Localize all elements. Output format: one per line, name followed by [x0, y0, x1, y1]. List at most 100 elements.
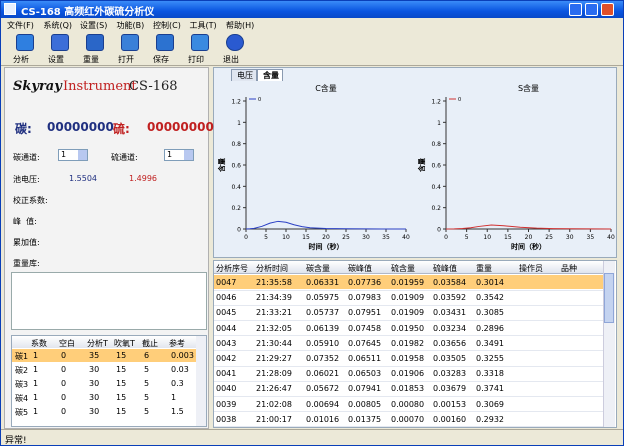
- results-cell[interactable]: 0.03505: [433, 354, 467, 363]
- tab[interactable]: [257, 69, 283, 81]
- results-cell[interactable]: 0.3255: [476, 354, 504, 363]
- minimize-button[interactable]: [569, 3, 582, 16]
- results-cell[interactable]: 0.03234: [433, 323, 467, 333]
- results-cell[interactable]: 0042: [216, 354, 237, 363]
- results-cell[interactable]: 21:00:17: [256, 414, 292, 424]
- toolbar-label[interactable]: 设置: [48, 55, 64, 64]
- results-cell[interactable]: 0.07941: [348, 384, 382, 394]
- results-cell[interactable]: 0.3741: [476, 384, 504, 394]
- tab[interactable]: [231, 69, 257, 81]
- scroll-thumb[interactable]: [604, 273, 614, 323]
- results-cell[interactable]: 0.05910: [306, 338, 340, 348]
- results-cell[interactable]: 0.06021: [306, 369, 340, 379]
- results-cell[interactable]: 0.00153: [433, 399, 467, 409]
- menu-item[interactable]: 工具(T): [189, 21, 217, 30]
- toolbar-label[interactable]: 保存: [153, 55, 169, 64]
- param-cell[interactable]: 1.5: [171, 407, 184, 416]
- results-cell[interactable]: 0.3491: [476, 338, 504, 348]
- results-cell[interactable]: 0.07645: [348, 338, 382, 348]
- menu-item[interactable]: 设置(S): [80, 21, 108, 30]
- row-label[interactable]: 碳3: [15, 380, 29, 389]
- results-cell[interactable]: 0.01958: [391, 354, 425, 363]
- param-cell[interactable]: 0: [61, 393, 67, 402]
- results-cell[interactable]: 0.03584: [433, 278, 467, 287]
- param-cell[interactable]: 35: [89, 351, 100, 360]
- results-cell[interactable]: 0039: [216, 399, 237, 409]
- toolbar-icon[interactable]: [51, 34, 69, 51]
- results-cell[interactable]: 0040: [216, 384, 237, 394]
- toolbar-label[interactable]: 退出: [223, 55, 239, 64]
- param-cell[interactable]: 30: [89, 379, 100, 388]
- results-cell[interactable]: 0.07951: [348, 308, 382, 318]
- results-cell[interactable]: 21:33:21: [256, 308, 292, 318]
- param-cell[interactable]: 15: [116, 393, 127, 402]
- tab-label[interactable]: 电压: [237, 71, 253, 80]
- param-cell[interactable]: 0.003: [171, 351, 194, 360]
- results-cell[interactable]: 21:35:58: [256, 278, 292, 287]
- row-label[interactable]: 碳4: [15, 394, 29, 403]
- param-cell[interactable]: 30: [89, 365, 100, 374]
- param-cell[interactable]: 1: [33, 365, 39, 374]
- results-cell[interactable]: 0.06331: [306, 278, 340, 287]
- carbon-channel-value[interactable]: 1: [61, 150, 67, 159]
- param-cell[interactable]: 5: [144, 365, 150, 374]
- dropdown-arrow[interactable]: [78, 150, 87, 160]
- results-cell[interactable]: 0.01016: [306, 414, 340, 424]
- results-cell[interactable]: 0.3069: [476, 399, 504, 409]
- results-cell[interactable]: 0.03679: [433, 384, 467, 394]
- param-cell[interactable]: 5: [144, 393, 150, 402]
- results-cell[interactable]: 0047: [216, 278, 237, 287]
- results-cell[interactable]: 21:26:47: [256, 384, 292, 394]
- results-cell[interactable]: 0.3318: [476, 369, 504, 379]
- results-cell[interactable]: 0.05975: [306, 293, 340, 303]
- param-cell[interactable]: 5: [144, 379, 150, 388]
- param-cell[interactable]: 30: [89, 407, 100, 416]
- results-cell[interactable]: 0.01959: [391, 278, 425, 287]
- toolbar-icon[interactable]: [121, 34, 139, 51]
- menu-item[interactable]: 功能(B): [116, 21, 145, 30]
- param-cell[interactable]: 0: [61, 379, 67, 388]
- results-cell[interactable]: 0.07458: [348, 323, 382, 333]
- results-cell[interactable]: 21:29:27: [256, 354, 292, 363]
- results-cell[interactable]: 0.03283: [433, 369, 467, 379]
- param-cell[interactable]: 30: [89, 393, 100, 402]
- results-cell[interactable]: 0038: [216, 414, 237, 424]
- menu-item[interactable]: 控制(C): [153, 21, 181, 30]
- toolbar-icon[interactable]: [86, 34, 104, 51]
- results-cell[interactable]: 0.07736: [348, 278, 382, 287]
- param-cell[interactable]: 15: [116, 379, 127, 388]
- dropdown-arrow[interactable]: [184, 150, 193, 160]
- param-cell[interactable]: 0.03: [171, 365, 189, 374]
- toolbar-label[interactable]: 打开: [118, 55, 134, 64]
- results-cell[interactable]: 0.01906: [391, 369, 425, 379]
- results-cell[interactable]: 0.06139: [306, 323, 340, 333]
- results-cell[interactable]: 0.00080: [391, 399, 425, 409]
- results-cell[interactable]: 0.00694: [306, 399, 340, 409]
- toolbar-label[interactable]: 分析: [13, 55, 29, 64]
- toolbar-label[interactable]: 打印: [188, 55, 204, 64]
- param-cell[interactable]: 0.3: [171, 379, 184, 388]
- menu-item[interactable]: 帮助(H): [226, 21, 255, 30]
- results-cell[interactable]: 0.01909: [391, 293, 425, 303]
- param-cell[interactable]: 1: [33, 393, 39, 402]
- results-cell[interactable]: 0.2896: [476, 323, 504, 333]
- param-cell[interactable]: 0: [61, 351, 67, 360]
- results-cell[interactable]: 21:32:05: [256, 323, 292, 333]
- param-cell[interactable]: 15: [116, 351, 127, 360]
- param-cell[interactable]: 5: [144, 407, 150, 416]
- param-cell[interactable]: 0: [61, 407, 67, 416]
- param-cell[interactable]: 15: [116, 365, 127, 374]
- results-cell[interactable]: 0.01982: [391, 338, 425, 348]
- param-cell[interactable]: 0: [61, 365, 67, 374]
- results-cell[interactable]: 0.01950: [391, 323, 425, 333]
- results-cell[interactable]: 0.07983: [348, 293, 382, 303]
- maximize-button[interactable]: [585, 3, 598, 16]
- results-cell[interactable]: 0.06511: [348, 354, 382, 363]
- results-cell[interactable]: 0045: [216, 308, 237, 318]
- toolbar-icon[interactable]: [156, 34, 174, 51]
- results-cell[interactable]: 0.03656: [433, 338, 467, 348]
- close-button[interactable]: [601, 3, 614, 16]
- row-label[interactable]: 碳5: [15, 408, 29, 417]
- results-cell[interactable]: 0.05672: [306, 384, 340, 394]
- menu-item[interactable]: 系统(Q): [43, 21, 73, 30]
